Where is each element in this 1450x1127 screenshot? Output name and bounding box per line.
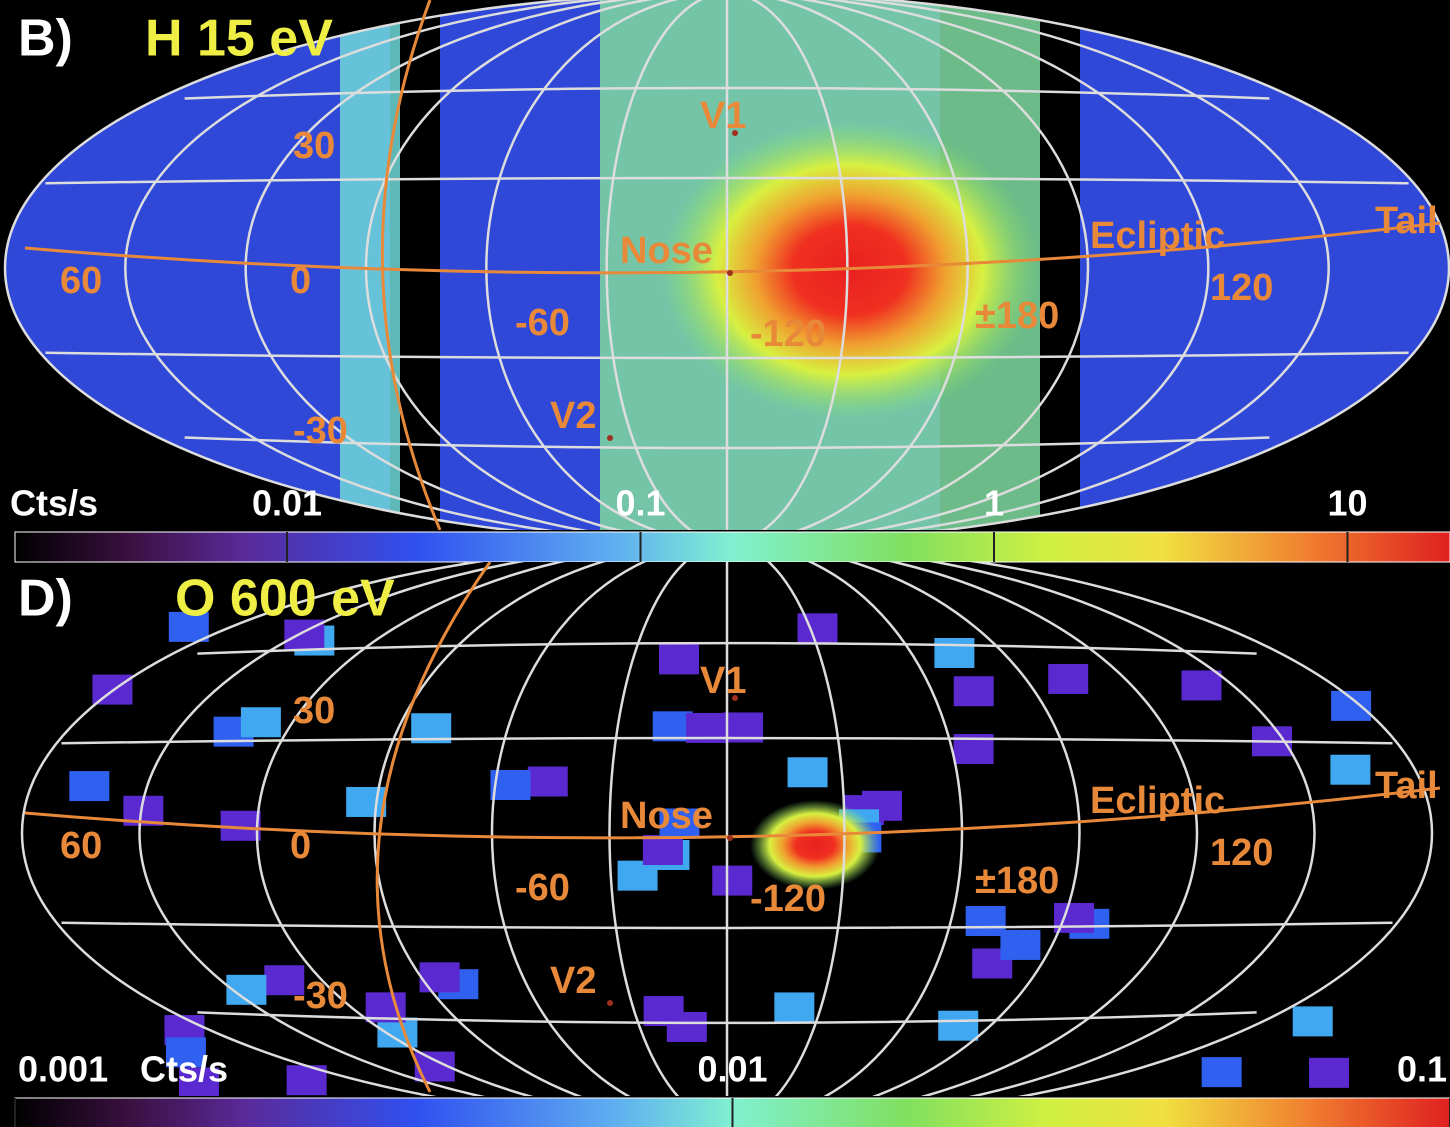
colorbar-unit: Cts/s [140, 1049, 228, 1090]
map-annotation: 60 [60, 825, 102, 867]
map-pixel [1293, 1006, 1333, 1036]
map-pixel [954, 676, 994, 706]
map-pixel [420, 962, 460, 992]
map-annotation: Tail [1375, 765, 1438, 807]
page: V1 Nose V2 Ecliptic Tail 60 0 -60 -120 ±180 120 30 -… [0, 0, 1450, 1127]
panel-title: H 15 eV [145, 10, 333, 68]
map-annotation: -30 [293, 410, 348, 452]
panel-title: O 600 eV [175, 570, 395, 628]
map-pixel [528, 767, 568, 797]
panel-label: B) [18, 10, 73, 68]
map-pixel [667, 1012, 707, 1042]
map-annotation: V1 [700, 660, 746, 702]
map-pixel [1182, 670, 1222, 700]
map-annotation: -60 [515, 867, 570, 909]
map-annotation: -120 [750, 313, 826, 355]
hot-spot [750, 800, 880, 890]
colorbar-tick-label: 0.001 [18, 1049, 108, 1090]
map-annotation: Ecliptic [1090, 215, 1225, 257]
map-annotation: -60 [515, 302, 570, 344]
map-pixel [1309, 1058, 1349, 1088]
map-annotation: 120 [1210, 267, 1273, 309]
panel-label: D) [18, 570, 73, 628]
map-annotation: 30 [293, 125, 335, 167]
map-pixel [346, 787, 386, 817]
map-annotation: V2 [550, 960, 596, 1002]
map-pixel [618, 861, 658, 891]
map-pixel [934, 638, 974, 668]
colorbar-tick-label: 0.01 [697, 1049, 767, 1090]
map-pixel [712, 866, 752, 896]
map-annotation: -30 [293, 975, 348, 1017]
map-pixel [1000, 930, 1040, 960]
map-annotation: V2 [550, 395, 596, 437]
map-annotation: 120 [1210, 832, 1273, 874]
map-pixel [798, 613, 838, 643]
colorbar-tick-label: 0.1 [1397, 1049, 1447, 1090]
map-pixel [788, 757, 828, 787]
map-annotation: 60 [60, 260, 102, 302]
map-annotation: 0 [290, 260, 311, 302]
map-pixel [1330, 755, 1370, 785]
marker-dot [607, 1000, 613, 1006]
colorbar-tick-label: 0.1 [615, 483, 665, 524]
map-annotation: V1 [700, 95, 746, 137]
map-pixel [69, 771, 109, 801]
map-annotation: 0 [290, 825, 311, 867]
map-pixel [774, 992, 814, 1022]
map-annotation: Tail [1375, 200, 1438, 242]
map-band [340, 0, 400, 530]
map-annotation: Nose [620, 795, 713, 837]
map-pixel [938, 1011, 978, 1041]
figure: V1 Nose V2 Ecliptic Tail 60 0 -60 -120 ±180 120 30 -… [0, 0, 1450, 1127]
colorbar [15, 532, 1450, 562]
map-annotation: -120 [750, 878, 826, 920]
map-annotation: Nose [620, 230, 713, 272]
map-pixel [966, 906, 1006, 936]
colorbar-unit: Cts/s [10, 483, 98, 524]
marker-dot [727, 270, 733, 276]
map-annotation: Ecliptic [1090, 780, 1225, 822]
map-pixel [1048, 664, 1088, 694]
marker-dot [727, 835, 733, 841]
map-annotation: ±180 [975, 295, 1059, 337]
map-pixel [241, 707, 281, 737]
map-annotation: ±180 [975, 860, 1059, 902]
map-pixel [659, 644, 699, 674]
map-pixel [1331, 691, 1371, 721]
map-annotation: 30 [293, 690, 335, 732]
colorbar-tick-label: 0.01 [252, 483, 322, 524]
marker-dot [607, 435, 613, 441]
colorbar-tick-label: 1 [984, 483, 1004, 524]
map-pixel [643, 835, 683, 865]
map-pixel [1202, 1057, 1242, 1087]
colorbar-tick-label: 10 [1327, 483, 1367, 524]
